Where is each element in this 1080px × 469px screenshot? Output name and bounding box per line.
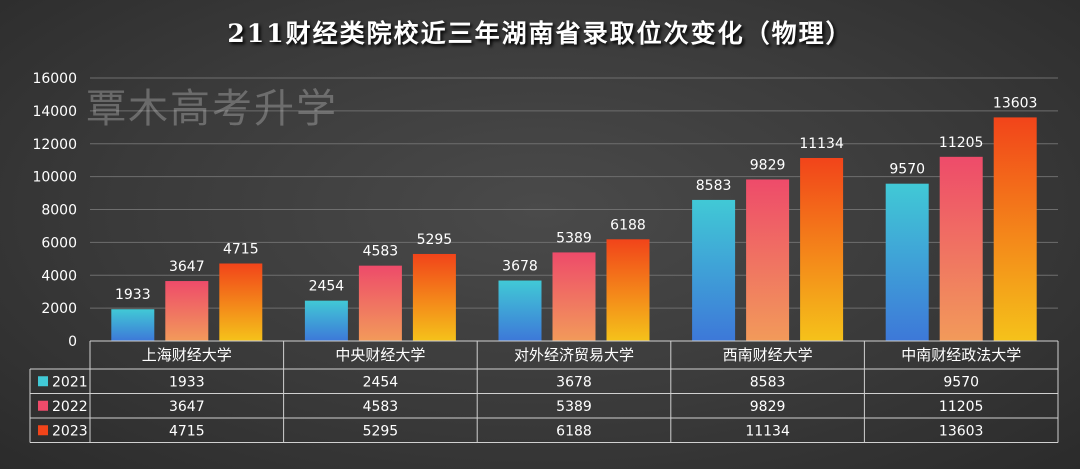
data-label: 2454 (309, 279, 345, 295)
bar-2021 (304, 300, 348, 341)
table-cell: 4583 (363, 399, 399, 415)
bar-2021 (692, 199, 736, 341)
y-tick-label: 10000 (32, 170, 77, 186)
category-label: 西南财经大学 (723, 346, 813, 364)
category-label: 对外经济贸易大学 (514, 346, 634, 364)
bar-2022 (552, 252, 596, 341)
data-label: 3647 (169, 259, 205, 275)
table-cell: 13603 (939, 423, 984, 439)
y-tick-label: 8000 (41, 203, 77, 219)
y-tick-label: 16000 (32, 71, 77, 87)
table-cell: 3678 (556, 374, 592, 390)
bar-2023 (993, 117, 1037, 341)
bar-2023 (219, 263, 263, 341)
watermark-text: 覃木高考升学 (86, 86, 338, 132)
data-label: 5295 (417, 232, 453, 248)
table-cell: 11134 (745, 423, 790, 439)
legend-label: 2021 (52, 374, 88, 390)
bar-2023 (606, 239, 650, 341)
bar-2021 (885, 183, 929, 341)
data-label: 9829 (750, 157, 786, 173)
y-tick-label: 6000 (41, 235, 77, 251)
table-cell: 2454 (363, 374, 399, 390)
data-label: 6188 (610, 217, 646, 233)
data-label: 4715 (223, 241, 259, 257)
bar-2023 (800, 157, 844, 341)
y-tick-label: 0 (68, 334, 77, 350)
bar-2022 (939, 156, 983, 341)
data-label: 5389 (556, 230, 592, 246)
bar-2021 (111, 309, 155, 341)
data-label: 11134 (799, 136, 844, 152)
data-label: 4583 (363, 244, 399, 260)
category-label: 中南财经政法大学 (901, 346, 1021, 364)
bar-2022 (746, 179, 790, 341)
category-label: 中央财经大学 (335, 346, 425, 364)
y-tick-label: 12000 (32, 137, 77, 153)
legend-label: 2023 (52, 423, 88, 439)
legend-swatch-2023 (38, 425, 48, 436)
legend-swatch-2021 (38, 376, 48, 387)
table-cell: 11205 (939, 399, 984, 415)
table-cell: 6188 (556, 423, 592, 439)
table-cell: 5295 (363, 423, 399, 439)
data-label: 13603 (993, 95, 1038, 111)
data-label: 11205 (939, 135, 984, 151)
table-cell: 4715 (169, 423, 205, 439)
table-cell: 8583 (750, 374, 786, 390)
bar-2022 (165, 281, 209, 341)
legend-swatch-2022 (38, 400, 48, 411)
table-cell: 5389 (556, 399, 592, 415)
table-cell: 1933 (169, 374, 205, 390)
bar-2023 (412, 253, 456, 341)
y-tick-label: 4000 (41, 268, 77, 284)
y-tick-label: 14000 (32, 104, 77, 120)
data-label: 9570 (889, 162, 925, 178)
legend-label: 2022 (52, 399, 88, 415)
data-label: 8583 (696, 178, 732, 194)
data-label: 1933 (115, 287, 151, 303)
data-label: 3678 (502, 259, 538, 275)
chart-title: 211财经类院校近三年湖南省录取位次变化（物理） (227, 19, 853, 48)
category-label: 上海财经大学 (142, 346, 232, 364)
table-cell: 9570 (943, 374, 979, 390)
table-cell: 9829 (750, 399, 786, 415)
bar-2022 (358, 265, 402, 341)
table-cell: 3647 (169, 399, 205, 415)
y-tick-label: 2000 (41, 301, 77, 317)
bar-2021 (498, 280, 542, 341)
